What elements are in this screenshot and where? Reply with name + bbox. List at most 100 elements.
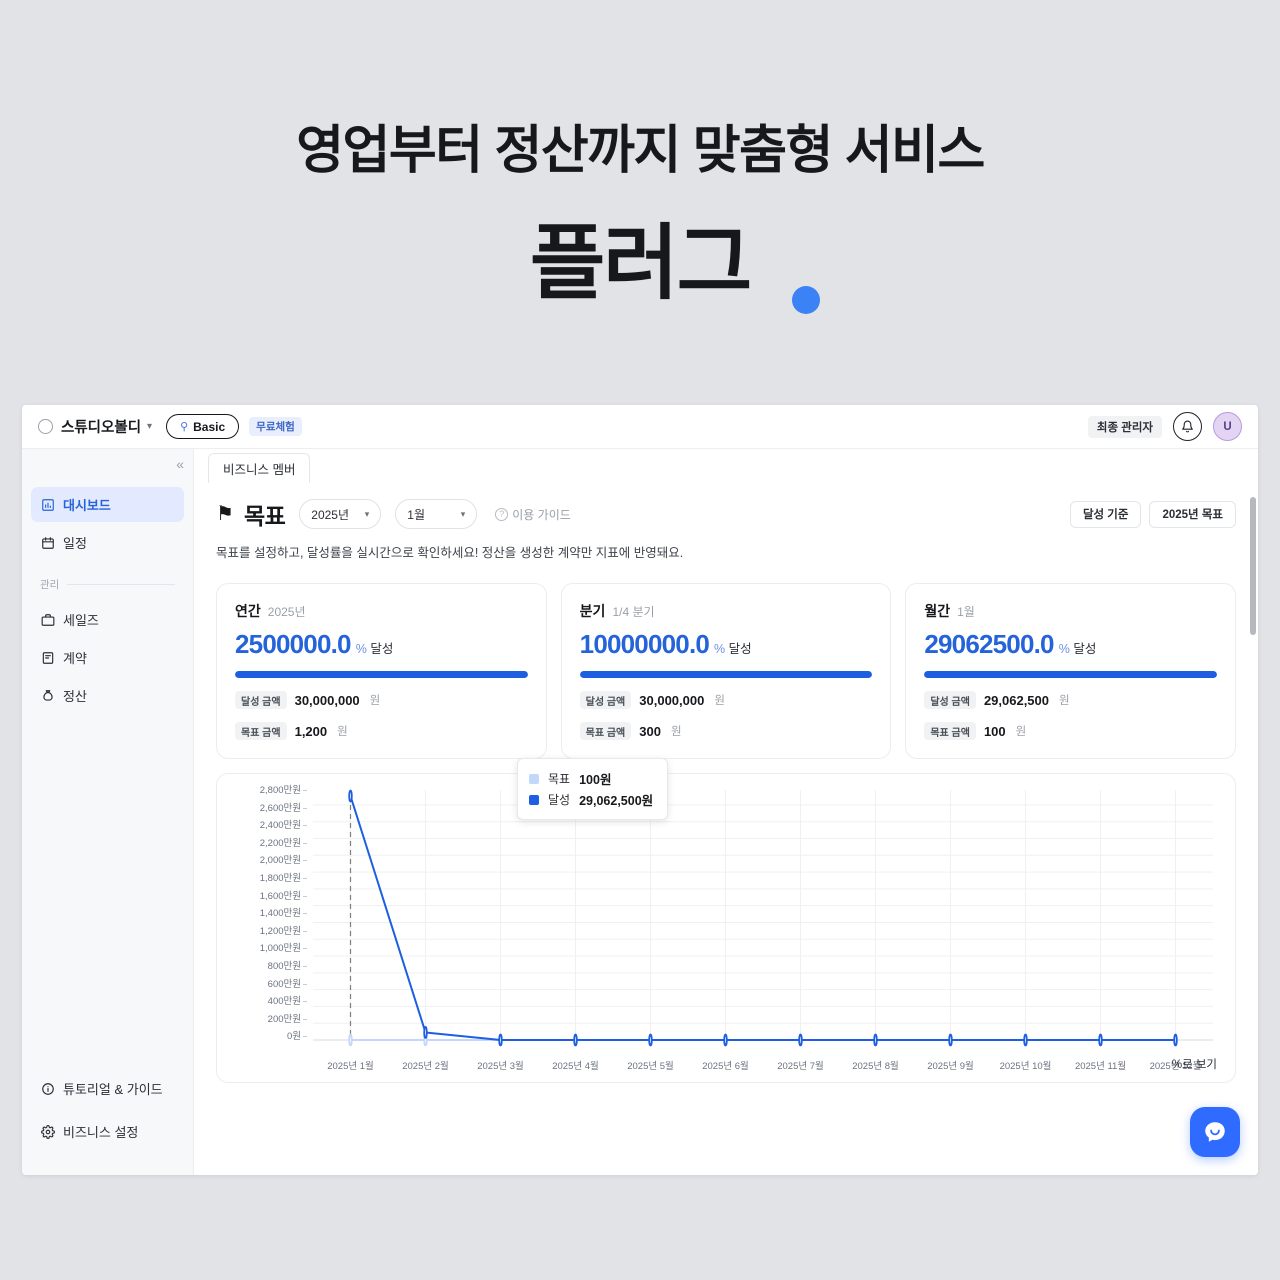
- chart-x-tick: 2025년 6월: [702, 1061, 749, 1072]
- target-amount-value: 100: [983, 723, 1006, 739]
- notification-bell-button[interactable]: [1173, 412, 1202, 441]
- target-amount-row: 목표 금액 1,200 원: [235, 722, 528, 740]
- chart: 2,800만원 2,600만원 2,400만원 2,200만원 2,000만원 1,800…: [217, 758, 1235, 1082]
- chat-button[interactable]: [1190, 1107, 1240, 1157]
- chart-data-point[interactable]: [574, 1035, 577, 1046]
- chart-plot-area[interactable]: [313, 790, 1213, 1054]
- chart-y-tick: 1,000만원: [227, 943, 307, 966]
- sidebar-item-tutorial[interactable]: 튜토리얼 & 가이드: [31, 1071, 184, 1106]
- goal-chart-card: 2,800만원 2,600만원 2,400만원 2,200만원 2,000만원 1,800…: [216, 758, 1236, 1083]
- card-percent-row: 29062500.0 % 달성: [924, 629, 1217, 660]
- plan-badge[interactable]: ⚲ Basic: [166, 414, 240, 439]
- card-percent-value: 29062500.0: [924, 629, 1054, 659]
- calendar-icon: [40, 535, 55, 550]
- chart-data-point[interactable]: [799, 1035, 802, 1046]
- progress-bar: [579, 671, 873, 678]
- vertical-scrollbar[interactable]: [1250, 497, 1256, 635]
- gear-icon: [40, 1124, 55, 1139]
- chevron-down-icon: ▾: [364, 508, 370, 519]
- chart-data-point[interactable]: [424, 1027, 427, 1038]
- achieved-amount-row: 달성 금액 30,000,000 원: [235, 691, 528, 709]
- chart-x-tick: 2025년 3월: [477, 1061, 524, 1072]
- chart-data-point[interactable]: [1099, 1035, 1102, 1046]
- month-select[interactable]: 1월 ▾: [395, 499, 478, 529]
- sidebar-collapse-button[interactable]: «: [176, 456, 184, 472]
- chart-data-point[interactable]: [724, 1035, 727, 1046]
- currency-unit: 원: [670, 726, 682, 738]
- chart-data-point[interactable]: [949, 1035, 952, 1046]
- progress-bar-fill: [579, 671, 873, 678]
- year-goal-button[interactable]: 2025년 목표: [1149, 500, 1236, 528]
- chart-data-point[interactable]: [349, 1034, 352, 1045]
- card-label: 월간: [924, 603, 951, 619]
- tab-business-member[interactable]: 비즈니스 멤버: [208, 453, 311, 483]
- role-badge: 최종 관리자: [1087, 415, 1162, 438]
- card-sublabel: 1/4 분기: [612, 605, 655, 619]
- chart-x-tick: 2025년 12월: [1149, 1061, 1202, 1072]
- sidebar-item-sales[interactable]: 세일즈: [31, 602, 184, 637]
- chart-y-tick: 2,800만원: [227, 785, 307, 808]
- chart-data-point[interactable]: [349, 791, 352, 802]
- currency-unit: 원: [1015, 726, 1027, 738]
- sidebar-item-schedule[interactable]: 일정: [31, 525, 184, 560]
- target-amount-row: 목표 금액 300 원: [579, 722, 873, 740]
- chart-x-tick: 2025년 1월: [327, 1061, 374, 1072]
- card-header: 분기 1/4 분기: [580, 601, 873, 621]
- chart-data-point[interactable]: [1174, 1035, 1177, 1046]
- goal-header: ⚑ 목표 2025년 ▾ 1월 ▾ ? 이용 가이드 달성: [216, 497, 1236, 531]
- tooltip-series-name: 달성: [548, 793, 571, 807]
- chart-data-point[interactable]: [874, 1035, 877, 1046]
- progress-bar: [235, 671, 528, 678]
- chevron-down-icon[interactable]: ▾: [147, 421, 153, 432]
- card-percent-unit: %: [355, 642, 367, 656]
- chart-x-tick: 2025년 7월: [777, 1061, 824, 1072]
- chart-data-point[interactable]: [1024, 1035, 1027, 1046]
- chart-y-tick: 800만원: [227, 961, 307, 984]
- info-icon: [40, 1081, 55, 1096]
- tooltip-row-achieved: 달성 29,062,500원: [529, 789, 653, 810]
- tooltip-series-value: 29,062,500원: [579, 794, 654, 808]
- year-select-value: 2025년: [311, 507, 350, 522]
- chart-x-tick: 2025년 2월: [402, 1061, 449, 1072]
- target-amount-value: 300: [639, 723, 661, 739]
- chart-y-tick: 1,600만원: [227, 891, 307, 914]
- chart-x-tick: 2025년 4월: [552, 1061, 599, 1072]
- sidebar-item-label: 세일즈: [63, 613, 99, 628]
- user-avatar[interactable]: U: [1213, 412, 1242, 441]
- achievement-standard-button[interactable]: 달성 기준: [1069, 500, 1142, 528]
- chart-y-tick: 1,200만원: [227, 926, 307, 949]
- app-window: 스튜디오볼디 ▾ ⚲ Basic 무료체험 최종 관리자 U «: [22, 405, 1258, 1175]
- sidebar-item-dashboard[interactable]: 대시보드: [31, 487, 184, 522]
- year-select[interactable]: 2025년 ▾: [299, 499, 382, 529]
- usage-guide-link[interactable]: ? 이용 가이드: [495, 506, 571, 523]
- hero-headline: 영업부터 정산까지 맞춤형 서비스: [296, 122, 985, 180]
- chart-tooltip: 목표 100원 달성 29,062,500원: [517, 758, 669, 820]
- achieved-amount-row: 달성 금액 30,000,000 원: [579, 691, 873, 709]
- progress-bar-fill: [924, 671, 1218, 678]
- card-sublabel: 1월: [957, 605, 975, 619]
- sidebar-item-label: 일정: [63, 536, 87, 551]
- tab-bar: 비즈니스 멤버: [194, 449, 1258, 487]
- currency-unit: 원: [337, 726, 348, 738]
- progress-bar-fill: [235, 671, 528, 678]
- brand-dot-icon: [792, 286, 820, 314]
- currency-unit: 원: [714, 695, 725, 707]
- main-content: 비즈니스 멤버 ⚑ 목표 2025년 ▾ 1월 ▾ ?: [194, 449, 1258, 1175]
- sidebar-item-contract[interactable]: 계약: [31, 640, 184, 675]
- card-percent-value: 10000000.0: [579, 629, 710, 659]
- chart-data-point[interactable]: [499, 1035, 502, 1046]
- workspace-name[interactable]: 스튜디오볼디: [61, 420, 142, 436]
- chart-y-tick: 400만원: [227, 996, 307, 1019]
- tooltip-series-name: 목표: [548, 772, 571, 786]
- sidebar-item-label: 비즈니스 설정: [63, 1125, 139, 1140]
- card-percent-value: 2500000.0: [235, 629, 352, 659]
- chart-bar-icon: [40, 497, 55, 512]
- sidebar-item-settlement[interactable]: 정산: [31, 678, 184, 713]
- chat-bubble-icon: [1205, 1122, 1225, 1142]
- card-percent-row: 2500000.0 % 달성: [235, 629, 528, 660]
- sidebar-item-business-settings[interactable]: 비즈니스 설정: [31, 1114, 184, 1149]
- chart-data-point[interactable]: [649, 1035, 652, 1046]
- legend-swatch-achieved: [529, 794, 539, 805]
- chart-y-tick: 2,400만원: [227, 820, 307, 843]
- percent-view-toggle[interactable]: %로 보기: [1171, 1059, 1217, 1071]
